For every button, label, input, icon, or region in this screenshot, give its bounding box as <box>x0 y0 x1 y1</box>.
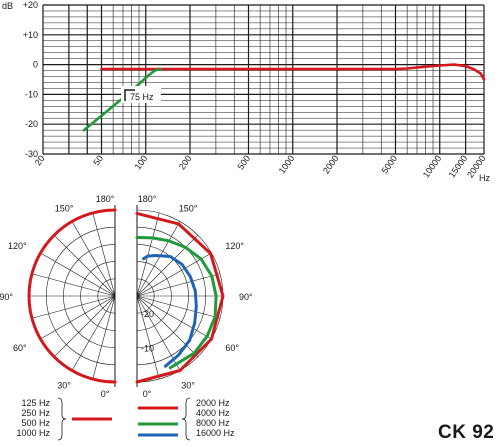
frequency-grid <box>42 4 485 155</box>
polar-series-3 <box>142 254 198 368</box>
polar-labels: 180° 150° 120° 90° 60° 30° 0° 180° 150° 120° 90° 60… <box>0 194 253 399</box>
x-tick-label: 10000 <box>421 153 444 179</box>
legend-right-label: 16000 Hz <box>196 428 235 438</box>
legend-left-label: 250 Hz <box>21 408 50 418</box>
cutoff-annotation: 75 Hz <box>121 86 161 103</box>
x-tick-label: 5000 <box>379 153 399 175</box>
x-axis-unit-label: Hz <box>479 173 490 183</box>
x-tick-label: 1000 <box>277 153 297 175</box>
polar-angle-label: 0° <box>101 389 110 399</box>
polar-spoke <box>31 295 116 319</box>
y-axis-tick-labels: +20 +10 0 -10 -20 -30 <box>23 0 38 159</box>
y-tick-label: +20 <box>23 0 38 10</box>
polar-angle-label: 30° <box>57 380 71 390</box>
legend-right-label: 4000 Hz <box>196 408 230 418</box>
polar-angle-label: 180° <box>96 194 115 204</box>
x-tick-label: 15000 <box>447 153 470 179</box>
polar-spoke <box>92 212 116 297</box>
frequency-response-chart: +20 +10 0 -10 -20 -30 20 50 100 200 500 1000 2000 50… <box>2 0 490 183</box>
polar-angle-label: 120° <box>8 241 27 251</box>
polar-spoke <box>53 295 116 358</box>
polar-spoke <box>136 221 181 297</box>
polar-angle-label: 150° <box>179 204 198 214</box>
polar-spoke <box>136 252 212 297</box>
polar-spoke <box>136 234 199 297</box>
polar-spoke <box>40 252 116 297</box>
polar-angle-label: 180° <box>138 194 157 204</box>
polar-series-1 <box>135 211 225 384</box>
polar-angle-label: 90° <box>0 292 13 302</box>
legend-left-brace <box>57 397 67 441</box>
polar-spoke <box>53 234 116 297</box>
polar-angle-label: 30° <box>181 380 195 390</box>
polar-series-2 <box>135 236 218 370</box>
y-tick-label: +10 <box>23 30 38 40</box>
x-tick-label: 200 <box>177 153 194 171</box>
polar-series-0 <box>27 208 117 384</box>
y-axis-unit-label: dB <box>2 1 13 11</box>
polar-radial-label: -10 <box>141 344 154 354</box>
x-tick-label: 500 <box>235 153 252 171</box>
legend-left-label: 1000 Hz <box>16 428 50 438</box>
legend-right-label: 2000 Hz <box>196 398 230 408</box>
legend-left-label: 125 Hz <box>21 398 50 408</box>
polar-spoke <box>136 295 212 340</box>
x-tick-label: 50 <box>91 153 105 167</box>
x-tick-label: 100 <box>133 153 150 171</box>
polar-spoke <box>136 273 221 297</box>
y-tick-label: -20 <box>25 119 38 129</box>
x-tick-label: 20 <box>33 153 47 167</box>
legend-left-label: 500 Hz <box>21 418 50 428</box>
polar-spoke <box>136 295 160 380</box>
model-name: CK 92 <box>438 422 495 443</box>
y-tick-label: 0 <box>33 60 38 70</box>
polar-angle-label: 150° <box>55 204 74 214</box>
cutoff-annotation-label: 75 Hz <box>130 92 154 102</box>
polar-pattern-chart: 180° 150° 120° 90° 60° 30° 0° 180° 150° 120° 90° 60… <box>0 194 253 399</box>
polar-spoke <box>31 273 116 297</box>
polar-spoke <box>71 295 116 371</box>
freq-series-0 <box>100 63 486 81</box>
polar-spoke <box>136 212 160 297</box>
polar-angle-label: 60° <box>13 343 27 353</box>
legend-right-brace <box>181 397 191 441</box>
polar-spoke <box>136 295 199 358</box>
cutoff-annotation-marker <box>124 89 135 101</box>
polar-angle-label: 60° <box>225 343 239 353</box>
x-tick-label: 2000 <box>321 153 341 175</box>
polar-spoke <box>71 221 116 297</box>
y-tick-label: -30 <box>25 149 38 159</box>
legend-right-label: 8000 Hz <box>196 418 230 428</box>
polar-spoke <box>136 295 221 319</box>
polar-angle-label: 90° <box>239 292 253 302</box>
polar-series <box>27 208 225 384</box>
polar-radial-label: -20 <box>141 309 154 319</box>
polar-spoke <box>92 295 116 380</box>
polar-angle-label: 120° <box>225 241 244 251</box>
polar-spoke <box>40 295 116 340</box>
polar-angle-label: 0° <box>143 389 152 399</box>
y-tick-label: -10 <box>25 89 38 99</box>
